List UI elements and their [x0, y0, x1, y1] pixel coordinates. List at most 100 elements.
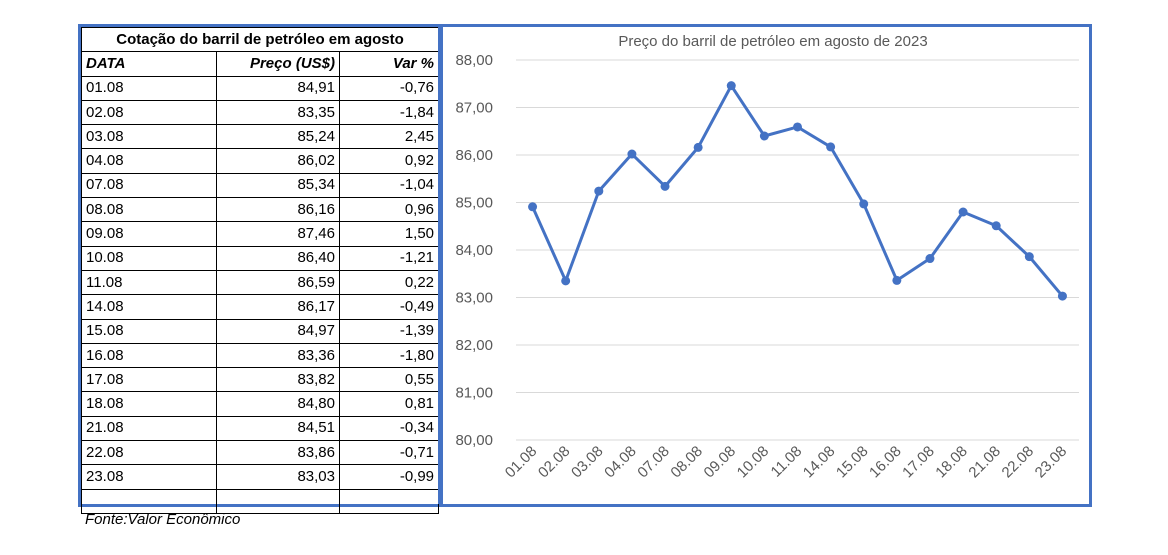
- chart-panel: Preço do barril de petróleo em agosto de…: [443, 27, 1089, 504]
- header-date: DATA: [81, 51, 217, 77]
- cell-date: 17.08: [81, 367, 217, 393]
- cell-var: -1,39: [338, 318, 440, 344]
- x-axis-labels: 01.0802.0803.0804.0807.0808.0809.0810.08…: [502, 443, 1070, 482]
- cell-price: 84,51: [216, 415, 340, 442]
- data-point: [859, 199, 869, 209]
- x-tick-label: 04.08: [601, 443, 640, 482]
- table-row: 03.08 85,24 2,45: [81, 124, 440, 150]
- data-point: [528, 202, 538, 212]
- table-row: 18.08 84,80 0,81: [81, 391, 440, 417]
- cell-date: 02.08: [81, 99, 217, 126]
- data-point: [693, 142, 703, 152]
- cell-price: 85,24: [216, 124, 340, 150]
- cell-price: 84,80: [216, 391, 340, 417]
- header-price: Preço (US$): [216, 51, 340, 77]
- cell-date: 07.08: [81, 172, 217, 199]
- table-row: 04.08 86,02 0,92: [81, 148, 440, 174]
- table-row: 17.08 83,82 0,55: [81, 367, 440, 393]
- cell-var: -0,34: [338, 415, 440, 442]
- cell-var: 0,55: [338, 367, 440, 393]
- x-tick-label: 02.08: [535, 443, 574, 482]
- cell-price: 83,35: [216, 99, 340, 126]
- x-tick-label: 10.08: [734, 443, 773, 482]
- table-row: 11.08 86,59 0,22: [81, 269, 440, 296]
- table-row: 22.08 83,86 -0,71: [81, 440, 440, 466]
- cell-date: 16.08: [81, 342, 217, 369]
- cell-var: -0,49: [338, 294, 440, 320]
- cell-price: 83,03: [216, 464, 340, 490]
- data-point: [627, 149, 637, 159]
- cell-date: 08.08: [81, 197, 217, 223]
- table-row: 01.08 84,91 -0,76: [81, 75, 440, 101]
- x-tick-label: 23.08: [1032, 443, 1071, 482]
- cell-empty: [216, 488, 340, 514]
- header-var: Var %: [338, 51, 440, 77]
- price-table-panel: Cotação do barril de petróleo em agosto …: [80, 26, 440, 514]
- x-tick-label: 01.08: [502, 443, 541, 482]
- y-tick-label: 87,00: [455, 100, 493, 117]
- data-point: [1057, 291, 1067, 301]
- price-table: Cotação do barril de petróleo em agosto …: [80, 26, 440, 514]
- table-row: 07.08 85,34 -1,04: [81, 172, 440, 199]
- x-tick-label: 18.08: [932, 443, 971, 482]
- cell-var: -0,76: [338, 75, 440, 101]
- cell-price: 86,40: [216, 245, 340, 271]
- y-tick-label: 80,00: [455, 432, 493, 449]
- cell-price: 84,97: [216, 318, 340, 344]
- x-tick-label: 14.08: [800, 443, 839, 482]
- data-point: [826, 142, 836, 152]
- cell-var: 0,96: [338, 197, 440, 223]
- cell-date: 09.08: [81, 221, 217, 247]
- table-row: 14.08 86,17 -0,49: [81, 294, 440, 320]
- y-axis-labels: 80,00 81,00 82,00 83,00 84,00 85,00 86,00 87,00…: [455, 52, 493, 449]
- cell-date: 03.08: [81, 124, 217, 150]
- x-tick-label: 07.08: [634, 443, 673, 482]
- y-tick-label: 88,00: [455, 52, 493, 69]
- table-body: 01.08 84,91 -0,76 02.08 83,35 -1,84 03.08 85,24…: [81, 75, 440, 514]
- source-note: Fonte:Valor Econômico: [85, 511, 241, 528]
- cell-date: 10.08: [81, 245, 217, 271]
- cell-price: 83,82: [216, 367, 340, 393]
- figure-frame: [78, 24, 1092, 507]
- cell-price: 86,16: [216, 197, 340, 223]
- data-point: [892, 275, 902, 285]
- x-tick-label: 09.08: [701, 443, 740, 482]
- cell-date: 21.08: [81, 415, 217, 442]
- cell-date: 23.08: [81, 464, 217, 490]
- cell-var: -1,04: [338, 172, 440, 199]
- cell-var: 1,50: [338, 221, 440, 247]
- cell-price: 85,34: [216, 172, 340, 199]
- cell-price: 83,86: [216, 440, 340, 466]
- cell-date: 14.08: [81, 294, 217, 320]
- cell-var: -1,80: [338, 342, 440, 369]
- x-tick-label: 22.08: [999, 443, 1038, 482]
- y-tick-label: 83,00: [455, 290, 493, 307]
- cell-empty: [81, 488, 217, 514]
- data-point: [1024, 252, 1034, 262]
- y-tick-label: 82,00: [455, 337, 493, 354]
- series-line-path: [531, 84, 1064, 298]
- cell-empty: [338, 488, 440, 514]
- y-tick-label: 84,00: [455, 242, 493, 259]
- cell-var: 0,81: [338, 391, 440, 417]
- gridlines: [516, 59, 1079, 441]
- cell-price: 86,02: [216, 148, 340, 174]
- x-tick-label: 11.08: [768, 443, 806, 481]
- x-tick-label: 21.08: [965, 443, 1004, 482]
- cell-price: 86,59: [216, 269, 340, 296]
- cell-price: 84,91: [216, 75, 340, 101]
- x-tick-label: 08.08: [667, 443, 706, 482]
- data-point: [759, 131, 769, 141]
- table-row: 15.08 84,97 -1,39: [81, 318, 440, 344]
- cell-date: 22.08: [81, 440, 217, 466]
- table-title: Cotação do barril de petróleo em agosto: [80, 26, 440, 53]
- cell-date: 15.08: [81, 318, 217, 344]
- price-line-chart: Preço do barril de petróleo em agosto de…: [455, 33, 1079, 482]
- cell-var: -1,21: [338, 245, 440, 271]
- panel-separator: [438, 27, 443, 504]
- cell-date: 11.08: [81, 269, 217, 296]
- data-point: [726, 81, 736, 91]
- cell-var: 0,22: [338, 269, 440, 296]
- table-row: 09.08 87,46 1,50: [81, 221, 440, 247]
- table-row: 10.08 86,40 -1,21: [81, 245, 440, 271]
